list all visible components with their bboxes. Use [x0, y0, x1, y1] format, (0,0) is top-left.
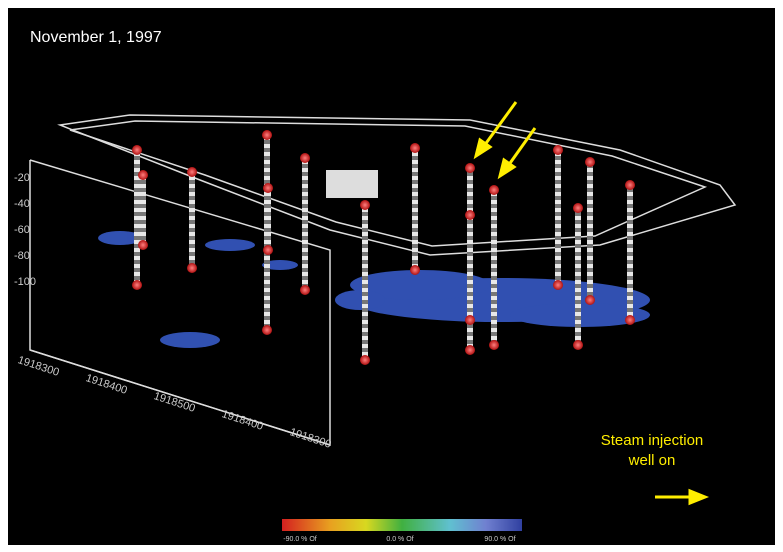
visualization: November 1, 1997 Steam injection well on…	[0, 0, 783, 552]
well-top	[263, 183, 273, 193]
well-bottom	[553, 280, 563, 290]
well-shaft	[140, 175, 146, 245]
well-shaft	[362, 205, 368, 360]
well-top	[553, 145, 563, 155]
depth-label: -100	[14, 276, 36, 288]
well-top	[465, 210, 475, 220]
well-shaft	[189, 172, 195, 268]
well-shaft	[555, 150, 561, 285]
note-line: Steam injection	[601, 432, 704, 449]
well-bottom	[132, 280, 142, 290]
well-top	[187, 167, 197, 177]
well-bottom	[625, 315, 635, 325]
well-shaft	[587, 162, 593, 300]
date-caption: November 1, 1997	[30, 29, 162, 46]
well-bottom	[410, 265, 420, 275]
colorbar-label: 0.0 % Of	[386, 536, 413, 543]
depth-label: -80	[14, 250, 30, 262]
well-top	[625, 180, 635, 190]
note-line: well on	[628, 452, 676, 469]
colorbar-label: -90.0 % Of	[283, 536, 317, 543]
well-shaft	[412, 148, 418, 270]
depth-label: -60	[14, 224, 30, 236]
well-bottom	[187, 263, 197, 273]
page: November 1, 1997 Steam injection well on…	[0, 0, 783, 552]
well-bottom	[585, 295, 595, 305]
well-top	[262, 130, 272, 140]
depth-label: -40	[14, 198, 30, 210]
colorbar-label: 90.0 % Of	[484, 536, 515, 543]
well-top	[138, 170, 148, 180]
well-bottom	[489, 340, 499, 350]
well-shaft	[467, 215, 473, 320]
well-top	[300, 153, 310, 163]
well-bottom	[465, 345, 475, 355]
well-shaft	[302, 158, 308, 290]
well-top	[489, 185, 499, 195]
well-bottom	[263, 245, 273, 255]
well-bottom	[138, 240, 148, 250]
well-shaft	[575, 208, 581, 345]
well-bottom	[573, 340, 583, 350]
well-bottom	[300, 285, 310, 295]
well-top	[132, 145, 142, 155]
well-top	[360, 200, 370, 210]
well-bottom	[262, 325, 272, 335]
building-block	[326, 170, 378, 198]
well-shaft	[627, 185, 633, 320]
well-shaft	[265, 188, 271, 250]
well-top	[573, 203, 583, 213]
depth-label: -20	[14, 172, 30, 184]
well-bottom	[465, 315, 475, 325]
well-shaft	[491, 190, 497, 345]
well-top	[410, 143, 420, 153]
well-shaft	[134, 150, 140, 285]
well-bottom	[360, 355, 370, 365]
colorbar	[282, 519, 522, 531]
well-top	[585, 157, 595, 167]
well-top	[465, 163, 475, 173]
